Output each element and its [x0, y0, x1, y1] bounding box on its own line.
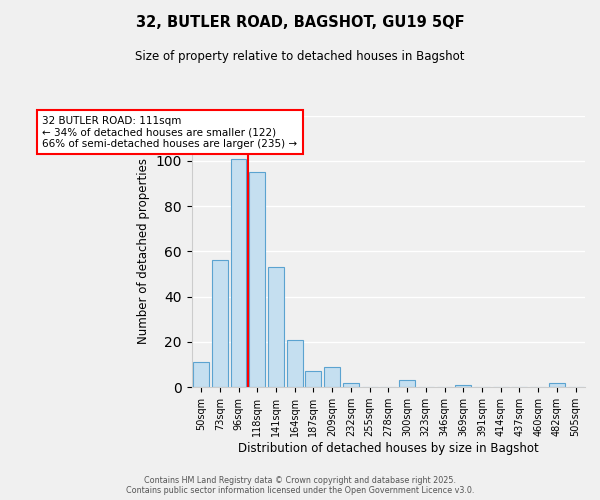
- Bar: [549, 382, 565, 387]
- Bar: [305, 372, 322, 387]
- Bar: [399, 380, 415, 387]
- Bar: [343, 382, 359, 387]
- Bar: [212, 260, 228, 387]
- Y-axis label: Number of detached properties: Number of detached properties: [137, 158, 150, 344]
- Text: 32 BUTLER ROAD: 111sqm
← 34% of detached houses are smaller (122)
66% of semi-de: 32 BUTLER ROAD: 111sqm ← 34% of detached…: [42, 116, 298, 148]
- Text: Contains HM Land Registry data © Crown copyright and database right 2025.
Contai: Contains HM Land Registry data © Crown c…: [126, 476, 474, 495]
- Bar: [193, 362, 209, 387]
- X-axis label: Distribution of detached houses by size in Bagshot: Distribution of detached houses by size …: [238, 442, 539, 455]
- Bar: [287, 340, 302, 387]
- Bar: [455, 385, 471, 387]
- Bar: [249, 172, 265, 387]
- Bar: [268, 267, 284, 387]
- Text: Size of property relative to detached houses in Bagshot: Size of property relative to detached ho…: [135, 50, 465, 63]
- Bar: [230, 158, 247, 387]
- Bar: [324, 367, 340, 387]
- Text: 32, BUTLER ROAD, BAGSHOT, GU19 5QF: 32, BUTLER ROAD, BAGSHOT, GU19 5QF: [136, 15, 464, 30]
